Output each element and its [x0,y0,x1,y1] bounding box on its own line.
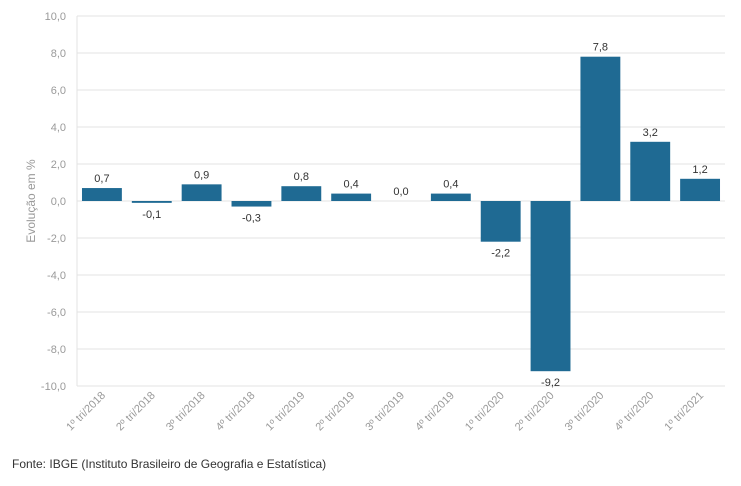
data-label: -0,3 [242,213,261,225]
bar-chart: 10,0 8,0 6,0 4,0 2,0 0,0 -2,0 -4,0 -6,0 -8,0 -10,0… [24,11,725,434]
data-label: -9,2 [541,377,560,389]
data-label: -0,1 [142,209,161,221]
data-label: 0,7 [94,173,109,185]
bar [331,193,372,201]
x-tick-label: 2º tri/2020 [513,390,557,434]
x-tick-label: 4º tri/2020 [613,390,657,434]
bar [480,201,521,242]
y-tick-label: -8,0 [47,344,66,356]
data-label: 0,4 [443,179,458,191]
data-label: 0,4 [344,179,359,191]
x-tick-label: 2º tri/2019 [314,390,358,434]
data-label: 0,8 [294,171,309,183]
y-tick-label: 4,0 [51,122,66,134]
x-tick-label: 1º tri/2018 [64,390,108,434]
y-tick-label: 0,0 [51,196,66,208]
bar [530,201,571,372]
y-tick-label: 10,0 [45,11,66,23]
y-tick-label: -4,0 [47,270,66,282]
bar [181,184,222,201]
data-label: 0,0 [393,186,408,198]
x-tick-label: 3º tri/2018 [164,390,208,434]
y-tick-label: 2,0 [51,159,66,171]
bar [630,141,671,201]
y-tick-label: 6,0 [51,85,66,97]
x-tick-label: 2º tri/2018 [114,390,158,434]
bar [680,178,721,201]
bar [231,201,272,207]
y-tick-label: 8,0 [51,48,66,60]
y-tick-label: -10,0 [41,381,66,393]
bar [430,193,471,201]
bar [281,186,322,201]
x-tick-label: 1º tri/2019 [264,390,308,434]
data-label: 1,2 [692,164,707,176]
bar [81,188,122,201]
bar [580,56,621,202]
x-tick-label: 3º tri/2020 [563,390,607,434]
y-axis-title: Evolução em % [24,159,38,243]
x-tick-label: 1º tri/2021 [662,390,706,434]
x-tick-label: 3º tri/2019 [363,390,407,434]
data-label: 3,2 [643,127,658,139]
bar [131,201,172,203]
x-tick-label: 1º tri/2020 [463,390,507,434]
y-tick-label: -6,0 [47,307,66,319]
data-label: 0,9 [194,169,209,181]
data-label: 7,8 [593,42,608,54]
data-label: -2,2 [491,248,510,260]
x-tick-label: 4º tri/2019 [413,390,457,434]
source-note: Fonte: IBGE (Instituto Brasileiro de Geo… [12,457,327,471]
x-tick-label: 4º tri/2018 [214,390,258,434]
y-tick-label: -2,0 [47,233,66,245]
